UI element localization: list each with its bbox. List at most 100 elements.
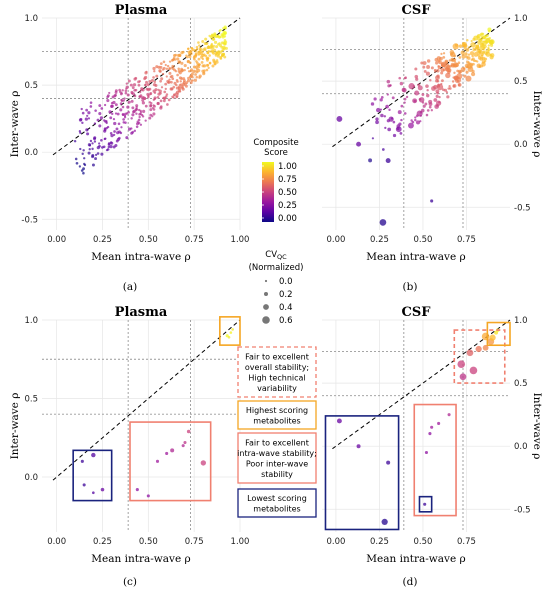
data-point — [133, 94, 137, 98]
x-tick-label: 0.50 — [413, 235, 432, 245]
data-point — [117, 130, 121, 134]
x-tick-label: 0.25 — [93, 537, 112, 547]
data-point — [415, 114, 419, 118]
x-tick-label: 0.00 — [47, 235, 66, 245]
data-point — [92, 491, 95, 495]
data-point — [166, 64, 170, 68]
data-point — [159, 70, 162, 73]
data-point — [83, 157, 86, 160]
panel-label: (b) — [403, 281, 418, 293]
data-point — [459, 373, 467, 381]
data-point — [396, 127, 400, 131]
data-point — [164, 87, 167, 91]
data-point — [188, 55, 192, 59]
lowest-scoring-box-small — [418, 495, 433, 513]
data-point — [379, 98, 383, 102]
legend-title: CVQC — [265, 250, 287, 261]
data-point — [160, 86, 164, 89]
data-point — [211, 50, 215, 54]
data-point — [148, 101, 152, 104]
data-point — [198, 74, 202, 78]
data-point — [200, 460, 207, 466]
data-point — [78, 118, 83, 122]
data-point — [470, 39, 473, 43]
data-point — [168, 60, 172, 63]
data-point — [426, 93, 430, 98]
data-point — [89, 139, 93, 143]
data-point — [430, 66, 434, 70]
data-point — [114, 103, 118, 107]
data-point — [96, 152, 100, 155]
data-point — [213, 32, 217, 36]
data-point — [211, 64, 215, 68]
annotation-fair-intra-poor-inter-text: Poor inter-wave — [246, 459, 308, 468]
data-point — [145, 80, 149, 84]
data-point — [148, 79, 152, 83]
data-point — [114, 93, 117, 97]
data-point — [211, 34, 215, 38]
data-point — [446, 95, 450, 99]
data-point — [159, 99, 163, 103]
data-point — [173, 58, 177, 61]
data-point — [138, 95, 141, 98]
data-point — [477, 40, 482, 45]
data-point — [417, 83, 421, 87]
data-point — [165, 93, 169, 96]
data-point — [112, 133, 116, 137]
panel-a: 0.00 0.25 0.50 0.75 1.00 -0.5 0.0 0.5 1.0 Plasma M… — [9, 3, 249, 293]
data-point — [132, 83, 137, 87]
color-bar-tick-label: 0.25 — [278, 201, 297, 211]
data-point — [402, 87, 407, 93]
data-point — [108, 110, 112, 114]
data-point — [424, 450, 428, 455]
data-point — [471, 69, 475, 73]
data-point — [137, 83, 141, 87]
data-point — [89, 101, 93, 104]
legend-title: Composite — [253, 138, 298, 148]
data-point — [448, 59, 451, 62]
data-point — [448, 85, 451, 88]
data-point — [152, 66, 156, 71]
data-point — [98, 104, 102, 107]
data-point — [110, 104, 114, 108]
data-point — [426, 65, 431, 69]
data-point — [370, 102, 375, 106]
data-point — [159, 79, 162, 83]
x-tick-label: 0.50 — [139, 537, 158, 547]
data-point — [421, 93, 425, 96]
data-point — [208, 54, 211, 57]
data-point — [453, 60, 457, 63]
data-point — [109, 132, 113, 135]
x-tick-label: 0.75 — [457, 235, 476, 245]
data-point — [170, 80, 173, 84]
data-point — [175, 95, 178, 99]
x-tick-label: 0.25 — [370, 537, 389, 547]
data-point — [213, 40, 218, 44]
cv-size-legend: CVQC (Normalized) 0.0 0.2 0.4 0.6 — [249, 250, 304, 326]
data-point — [475, 44, 480, 49]
x-tick-label: 0.00 — [47, 537, 66, 547]
data-point — [193, 57, 196, 61]
y-tick-label: 0.5 — [24, 395, 38, 405]
data-point — [437, 59, 441, 63]
data-point — [422, 65, 426, 69]
data-point — [186, 56, 189, 59]
fair-excellent-high-var-box — [453, 329, 506, 384]
y-tick-label: 0.0 — [514, 442, 528, 452]
data-point — [475, 345, 482, 353]
data-point — [470, 42, 476, 48]
data-point — [414, 67, 418, 71]
data-point — [107, 143, 111, 146]
data-point — [151, 115, 154, 118]
data-point — [181, 50, 185, 54]
x-tick-label: 0.25 — [370, 235, 389, 245]
data-point — [210, 44, 214, 48]
data-point — [124, 91, 128, 95]
data-point — [141, 115, 145, 118]
data-point — [436, 91, 439, 95]
color-bar — [262, 162, 274, 222]
data-point — [381, 518, 388, 526]
data-point — [482, 50, 486, 54]
data-point — [113, 121, 117, 126]
data-point — [159, 62, 163, 65]
